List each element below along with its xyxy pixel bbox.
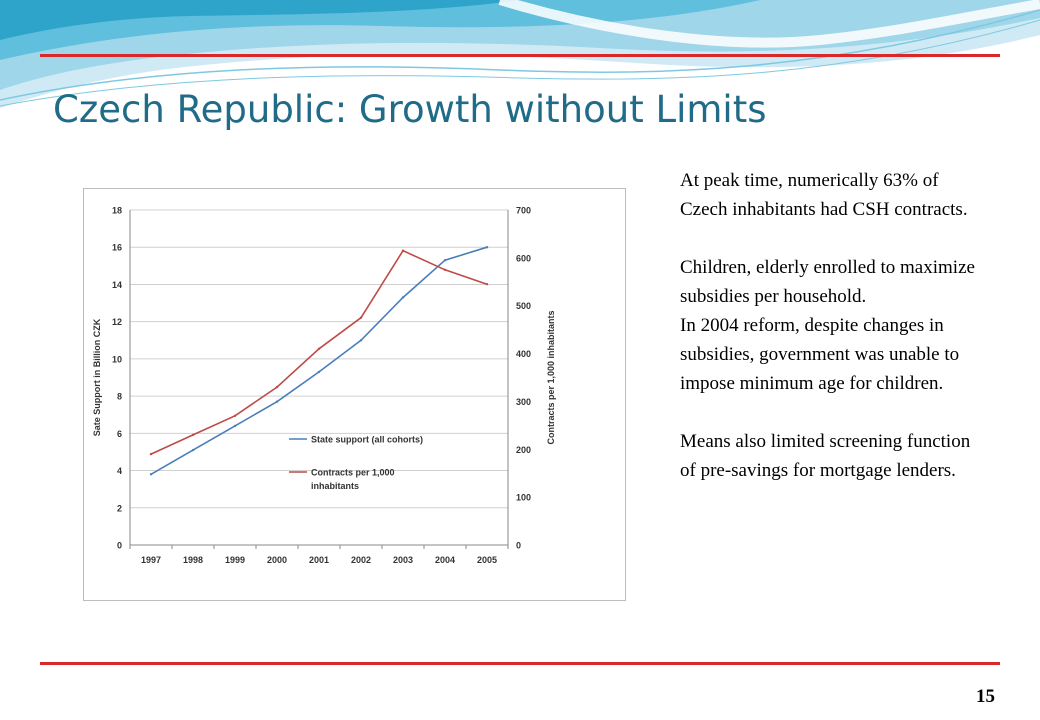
x-tick-label: 2003 bbox=[393, 555, 413, 565]
series-point-1 bbox=[317, 347, 321, 350]
series-point-0 bbox=[443, 259, 447, 262]
x-tick-label: 2000 bbox=[267, 555, 287, 565]
y-tick-label: 0 bbox=[117, 541, 122, 551]
y2-tick-label: 600 bbox=[516, 253, 531, 263]
series-point-0 bbox=[317, 370, 321, 374]
chart-frame: 0 2 4 6 8 10 12 14 16 18 0 100 200 300 400 500 600 700 199… bbox=[83, 188, 626, 601]
y2-axis-title: Contracts per 1,000 inhabitants bbox=[546, 310, 556, 444]
series-point-0 bbox=[485, 246, 489, 249]
y-tick-label: 4 bbox=[117, 466, 122, 476]
series-point-0 bbox=[149, 473, 153, 476]
x-tick-label: 1998 bbox=[183, 555, 203, 565]
y-tick-label: 14 bbox=[112, 280, 122, 290]
series-point-1 bbox=[401, 249, 405, 252]
note-enrollment: Children, elderly enrolled to maximize s… bbox=[680, 257, 975, 307]
top-red-rule bbox=[40, 54, 1000, 57]
legend-label-contracts-line1: Contracts per 1,000 bbox=[311, 468, 395, 478]
series-point-1 bbox=[233, 414, 237, 417]
y-tick-label: 2 bbox=[117, 503, 122, 513]
line-chart: 0 2 4 6 8 10 12 14 16 18 0 100 200 300 400 500 600 700 199… bbox=[92, 206, 556, 566]
y-axis-title: Sate Support in Billion CZK bbox=[92, 318, 102, 436]
x-tick-label: 1999 bbox=[225, 555, 245, 565]
series-point-0 bbox=[401, 296, 405, 299]
y-tick-label: 8 bbox=[117, 392, 122, 402]
y-tick-label: 10 bbox=[112, 354, 122, 364]
y-tick-label: 6 bbox=[117, 429, 122, 439]
y2-tick-label: 300 bbox=[516, 397, 531, 407]
series-point-1 bbox=[485, 282, 489, 286]
slide-title: Czech Republic: Growth without Limits bbox=[53, 88, 767, 131]
series-point-0 bbox=[191, 448, 195, 452]
series-point-0 bbox=[275, 400, 279, 403]
y-tick-label: 18 bbox=[112, 206, 122, 216]
x-tick-label: 2002 bbox=[351, 555, 371, 565]
y2-tick-label: 100 bbox=[516, 493, 531, 503]
note-screening: Means also limited screening function of… bbox=[680, 431, 971, 481]
y-tick-label: 16 bbox=[112, 243, 122, 253]
series-point-0 bbox=[359, 339, 363, 342]
note-peak: At peak time, numerically 63% of Czech i… bbox=[680, 170, 968, 220]
y2-tick-label: 400 bbox=[516, 349, 531, 359]
x-tick-label: 2004 bbox=[435, 555, 455, 565]
page-number: 15 bbox=[976, 686, 995, 707]
x-tick-label: 2005 bbox=[477, 555, 497, 565]
legend-label-state-support: State support (all cohorts) bbox=[311, 435, 423, 445]
series-point-1 bbox=[149, 452, 153, 456]
x-tick-label: 2001 bbox=[309, 555, 329, 565]
series-point-1 bbox=[443, 268, 447, 272]
notes-panel: At peak time, numerically 63% of Czech i… bbox=[680, 166, 980, 514]
series-point-1 bbox=[275, 385, 279, 389]
x-tick-label: 1997 bbox=[141, 555, 161, 565]
y2-tick-label: 700 bbox=[516, 206, 531, 216]
series-line-1 bbox=[150, 249, 488, 455]
y-tick-label: 12 bbox=[112, 317, 122, 327]
note-reform: In 2004 reform, despite changes in subsi… bbox=[680, 315, 960, 394]
series-point-0 bbox=[233, 424, 237, 428]
legend-label-contracts-line2: inhabitants bbox=[311, 481, 359, 491]
series-point-1 bbox=[191, 433, 195, 437]
y2-tick-label: 200 bbox=[516, 445, 531, 455]
y2-tick-label: 0 bbox=[516, 541, 521, 551]
bottom-red-rule bbox=[40, 662, 1000, 665]
series-point-1 bbox=[359, 316, 363, 319]
y2-tick-label: 500 bbox=[516, 301, 531, 311]
